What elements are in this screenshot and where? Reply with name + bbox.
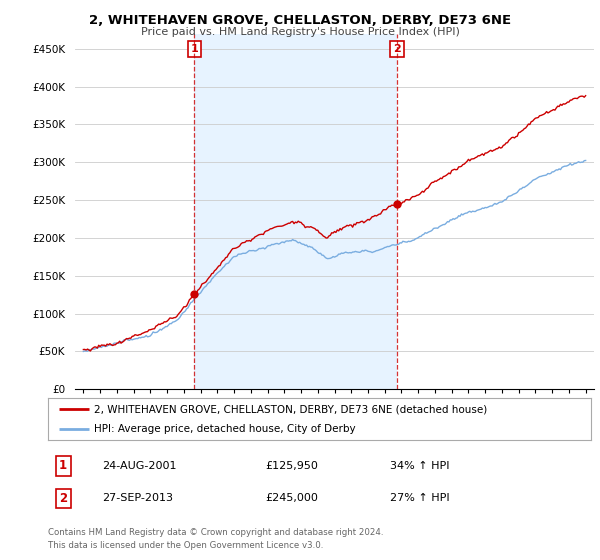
Text: This data is licensed under the Open Government Licence v3.0.: This data is licensed under the Open Gov…: [48, 541, 323, 550]
Text: £125,950: £125,950: [265, 461, 318, 471]
Text: Price paid vs. HM Land Registry's House Price Index (HPI): Price paid vs. HM Land Registry's House …: [140, 27, 460, 37]
Text: £245,000: £245,000: [265, 493, 318, 503]
Bar: [194, 34, 397, 389]
Text: 27% ↑ HPI: 27% ↑ HPI: [390, 493, 450, 503]
Text: HPI: Average price, detached house, City of Derby: HPI: Average price, detached house, City…: [94, 424, 356, 434]
Text: 27-SEP-2013: 27-SEP-2013: [103, 493, 173, 503]
Text: 24-AUG-2001: 24-AUG-2001: [103, 461, 177, 471]
Text: 2, WHITEHAVEN GROVE, CHELLASTON, DERBY, DE73 6NE: 2, WHITEHAVEN GROVE, CHELLASTON, DERBY, …: [89, 14, 511, 27]
Text: 34% ↑ HPI: 34% ↑ HPI: [390, 461, 449, 471]
Text: 2: 2: [393, 44, 401, 54]
Text: Contains HM Land Registry data © Crown copyright and database right 2024.: Contains HM Land Registry data © Crown c…: [48, 528, 383, 536]
Text: 1: 1: [59, 459, 67, 473]
Text: 2, WHITEHAVEN GROVE, CHELLASTON, DERBY, DE73 6NE (detached house): 2, WHITEHAVEN GROVE, CHELLASTON, DERBY, …: [94, 404, 487, 414]
Text: 1: 1: [190, 44, 198, 54]
Text: 2: 2: [59, 492, 67, 505]
